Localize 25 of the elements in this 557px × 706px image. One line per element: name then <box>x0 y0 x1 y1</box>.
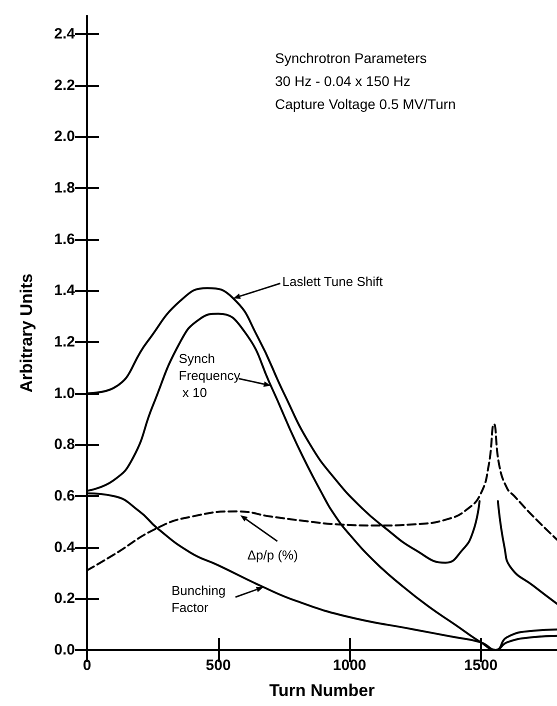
annotation: Δp/p (%) <box>247 548 298 563</box>
annotation: Synchrotron Parameters <box>275 50 427 66</box>
y-tick-label: 0.6 <box>54 487 75 504</box>
annotation: Laslett Tune Shift <box>282 274 384 289</box>
x-tick-label: 1500 <box>464 657 498 674</box>
y-tick-label: 1.0 <box>54 384 75 402</box>
annotation: Synch Frequency x 10 <box>178 351 241 400</box>
y-tick-label: 2.0 <box>54 128 75 146</box>
y-tick-label: 1.6 <box>54 230 75 248</box>
y-tick-label: 0.0 <box>54 642 75 658</box>
y-tick-label: 1.2 <box>54 333 75 350</box>
x-tick-label: 1000 <box>332 657 366 674</box>
x-axis-title: Turn Number <box>269 681 376 700</box>
annotation: Capture Voltage 0.5 MV/Turn <box>275 96 456 112</box>
x-tick-label: 500 <box>206 657 231 674</box>
annotation: Bunching Factor <box>171 583 230 616</box>
y-axis-title: Arbitrary Units <box>17 273 36 393</box>
y-tick-label: 2.2 <box>54 76 75 94</box>
y-tick-label: 0.4 <box>54 538 76 556</box>
y-tick-label: 1.8 <box>54 179 75 196</box>
y-tick-label: 2.4 <box>54 25 76 42</box>
y-tick-label: 0.2 <box>54 590 75 608</box>
y-tick-label: 0.8 <box>54 436 75 454</box>
annotation: 30 Hz - 0.04 x 150 Hz <box>275 73 410 89</box>
y-tick-label: 1.4 <box>54 282 76 300</box>
